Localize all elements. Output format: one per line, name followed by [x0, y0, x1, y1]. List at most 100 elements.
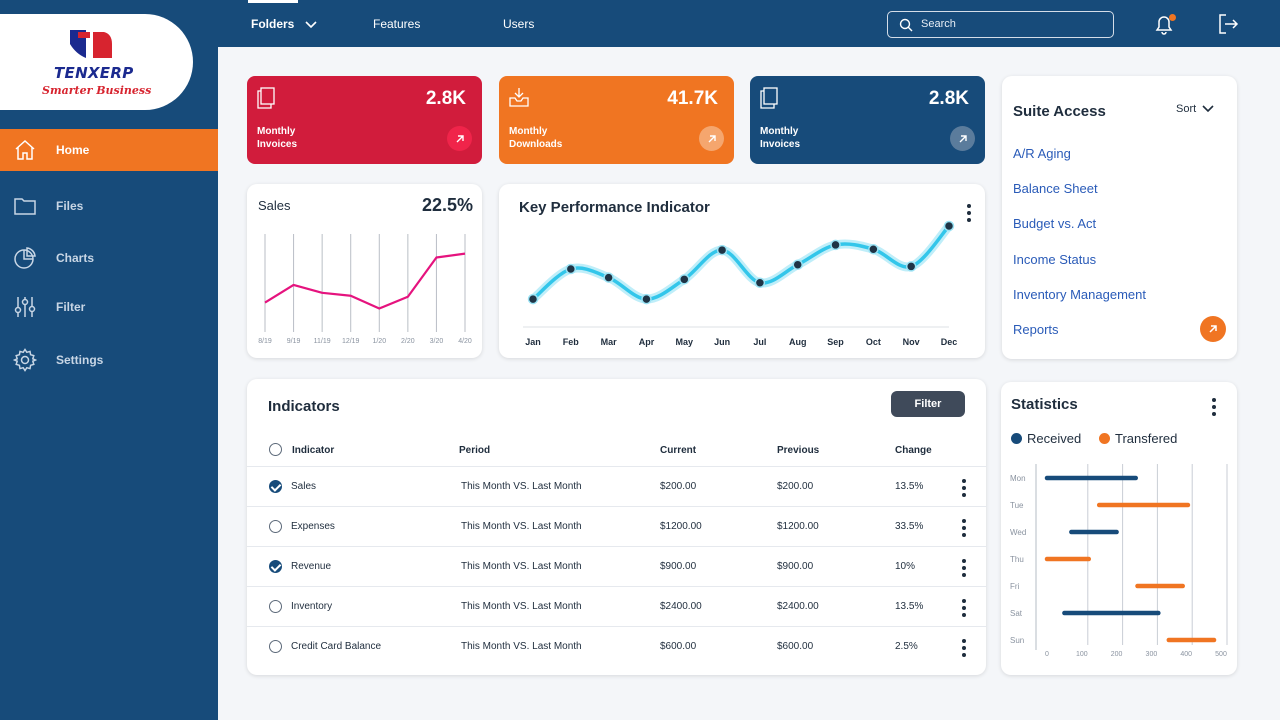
statistics-menu-kebab-icon[interactable] — [1211, 398, 1217, 419]
pie-chart-icon — [14, 247, 36, 269]
cell-period: This Month VS. Last Month — [461, 641, 582, 652]
column-header-period[interactable]: Period — [459, 445, 491, 456]
sidebar-item-files[interactable]: Files — [0, 185, 218, 227]
row-checkbox[interactable] — [269, 560, 282, 573]
open-arrow-button[interactable] — [950, 126, 975, 151]
indicators-card: Indicators Filter Indicator Period Curre… — [247, 379, 987, 675]
brand-logo[interactable]: TENXERP Smarter Business — [0, 14, 193, 110]
tab-features[interactable]: Features — [373, 17, 421, 31]
stats-y-tick-label: Fri — [1010, 582, 1020, 591]
gear-icon — [13, 348, 37, 372]
column-header-previous[interactable]: Previous — [777, 445, 820, 456]
sales-x-tick-label: 2/20 — [401, 338, 415, 345]
sidebar-item-charts[interactable]: Charts — [0, 237, 218, 279]
kpi-x-tick-label: Dec — [941, 337, 958, 347]
row-checkbox[interactable] — [269, 480, 282, 493]
cell-indicator: Sales — [291, 481, 317, 492]
suite-link-budget-vs-act[interactable]: Budget vs. Act — [1013, 216, 1097, 231]
sidebar-item-label: Filter — [56, 300, 86, 314]
cell-previous: $2400.00 — [777, 601, 819, 612]
sidebar-item-label: Files — [56, 199, 84, 213]
cell-change: 33.5% — [895, 521, 924, 532]
sales-series-line — [264, 252, 466, 310]
legend-transfered: Transfered — [1099, 431, 1177, 446]
sales-x-tick-label: 3/20 — [430, 338, 444, 345]
logout-icon[interactable] — [1217, 13, 1239, 35]
stat-card-monthly-invoices[interactable]: 2.8K Monthly Invoices — [247, 76, 482, 164]
suite-link-ar-aging[interactable]: A/R Aging — [1013, 146, 1071, 161]
sales-x-tick-label: 11/19 — [314, 338, 331, 345]
row-menu-kebab-icon[interactable] — [961, 479, 967, 500]
arrow-up-right-icon — [456, 134, 464, 142]
row-menu-kebab-icon[interactable] — [961, 599, 967, 620]
table-row[interactable]: Inventory This Month VS. Last Month $240… — [247, 586, 987, 626]
stats-y-tick-label: Wed — [1010, 528, 1026, 537]
legend-dot — [1099, 433, 1110, 444]
sort-dropdown[interactable]: Sort — [1176, 103, 1215, 115]
stat-value: 41.7K — [667, 88, 718, 109]
row-checkbox[interactable] — [269, 600, 282, 613]
kpi-x-tick-label: Nov — [903, 337, 920, 347]
sidebar-item-label: Settings — [56, 353, 104, 367]
cell-current: $2400.00 — [660, 601, 702, 612]
column-header-current[interactable]: Current — [660, 445, 697, 456]
suite-link-reports[interactable]: Reports — [1013, 322, 1059, 337]
document-icon — [257, 87, 275, 109]
kpi-x-tick-label: Jan — [525, 337, 541, 347]
filter-button[interactable]: Filter — [891, 391, 965, 417]
tab-folders[interactable]: Folders — [251, 17, 318, 31]
open-arrow-button[interactable] — [699, 126, 724, 151]
kpi-data-point — [868, 243, 879, 255]
stats-x-tick-label: 100 — [1076, 651, 1088, 658]
stat-card-monthly-invoices-2[interactable]: 2.8K Monthly Invoices — [750, 76, 985, 164]
bell-icon[interactable] — [1154, 12, 1174, 36]
sidebar: TENXERP Smarter Business Home Files Char… — [0, 0, 218, 720]
legend-dot — [1011, 433, 1022, 444]
stat-label: Monthly Downloads — [509, 126, 563, 150]
reports-open-button[interactable] — [1200, 316, 1226, 342]
suite-link-inventory-management[interactable]: Inventory Management — [1013, 287, 1146, 302]
stats-x-tick-label: 400 — [1180, 651, 1192, 658]
cell-change: 13.5% — [895, 481, 924, 492]
stats-x-tick-label: 500 — [1215, 651, 1227, 658]
row-menu-kebab-icon[interactable] — [961, 559, 967, 580]
document-icon — [760, 87, 778, 109]
sidebar-item-filter[interactable]: Filter — [0, 286, 218, 328]
column-header-change[interactable]: Change — [895, 445, 932, 456]
select-all-checkbox[interactable] — [269, 443, 282, 456]
suite-access-title: Suite Access — [1013, 103, 1106, 120]
suite-link-income-status[interactable]: Income Status — [1013, 252, 1097, 267]
table-row[interactable]: Expenses This Month VS. Last Month $1200… — [247, 506, 987, 546]
kpi-line-chart: Jan Feb Mar Apr May Jun Jul Aug Sep Oct Nov Dec — [523, 220, 958, 347]
search-input[interactable] — [921, 18, 1101, 30]
stat-value: 2.8K — [425, 88, 466, 109]
stats-y-tick-label: Sat — [1010, 609, 1023, 618]
cell-indicator: Inventory — [291, 601, 333, 612]
row-menu-kebab-icon[interactable] — [961, 639, 967, 660]
row-checkbox[interactable] — [269, 640, 282, 653]
column-header-indicator[interactable]: Indicator — [292, 445, 335, 456]
search-box[interactable] — [887, 11, 1114, 38]
cell-change: 13.5% — [895, 601, 924, 612]
kpi-menu-kebab-icon[interactable] — [966, 204, 972, 225]
sales-x-tick-label: 9/19 — [287, 338, 301, 345]
sidebar-item-home[interactable]: Home — [0, 129, 218, 171]
sidebar-item-settings[interactable]: Settings — [0, 339, 218, 381]
table-row[interactable]: Revenue This Month VS. Last Month $900.0… — [247, 546, 987, 586]
table-row[interactable]: Sales This Month VS. Last Month $200.00 … — [247, 466, 987, 506]
tab-label: Folders — [251, 17, 295, 31]
row-checkbox[interactable] — [269, 520, 282, 533]
statistics-card: Statistics Received Transfered 0 100 200 30… — [1001, 382, 1237, 675]
sales-title: Sales — [258, 198, 291, 213]
cell-period: This Month VS. Last Month — [461, 601, 582, 612]
cell-previous: $200.00 — [777, 481, 814, 492]
stat-card-monthly-downloads[interactable]: 41.7K Monthly Downloads — [499, 76, 734, 164]
kpi-data-point — [943, 220, 955, 232]
arrow-up-right-icon — [959, 134, 967, 142]
sales-line-chart: 8/19 9/19 11/19 12/19 1/20 2/20 3/20 4/20 — [258, 234, 472, 345]
table-row[interactable]: Credit Card Balance This Month VS. Last … — [247, 626, 987, 666]
open-arrow-button[interactable] — [447, 126, 472, 151]
suite-link-balance-sheet[interactable]: Balance Sheet — [1013, 181, 1098, 196]
row-menu-kebab-icon[interactable] — [961, 519, 967, 540]
tab-users[interactable]: Users — [503, 17, 535, 31]
